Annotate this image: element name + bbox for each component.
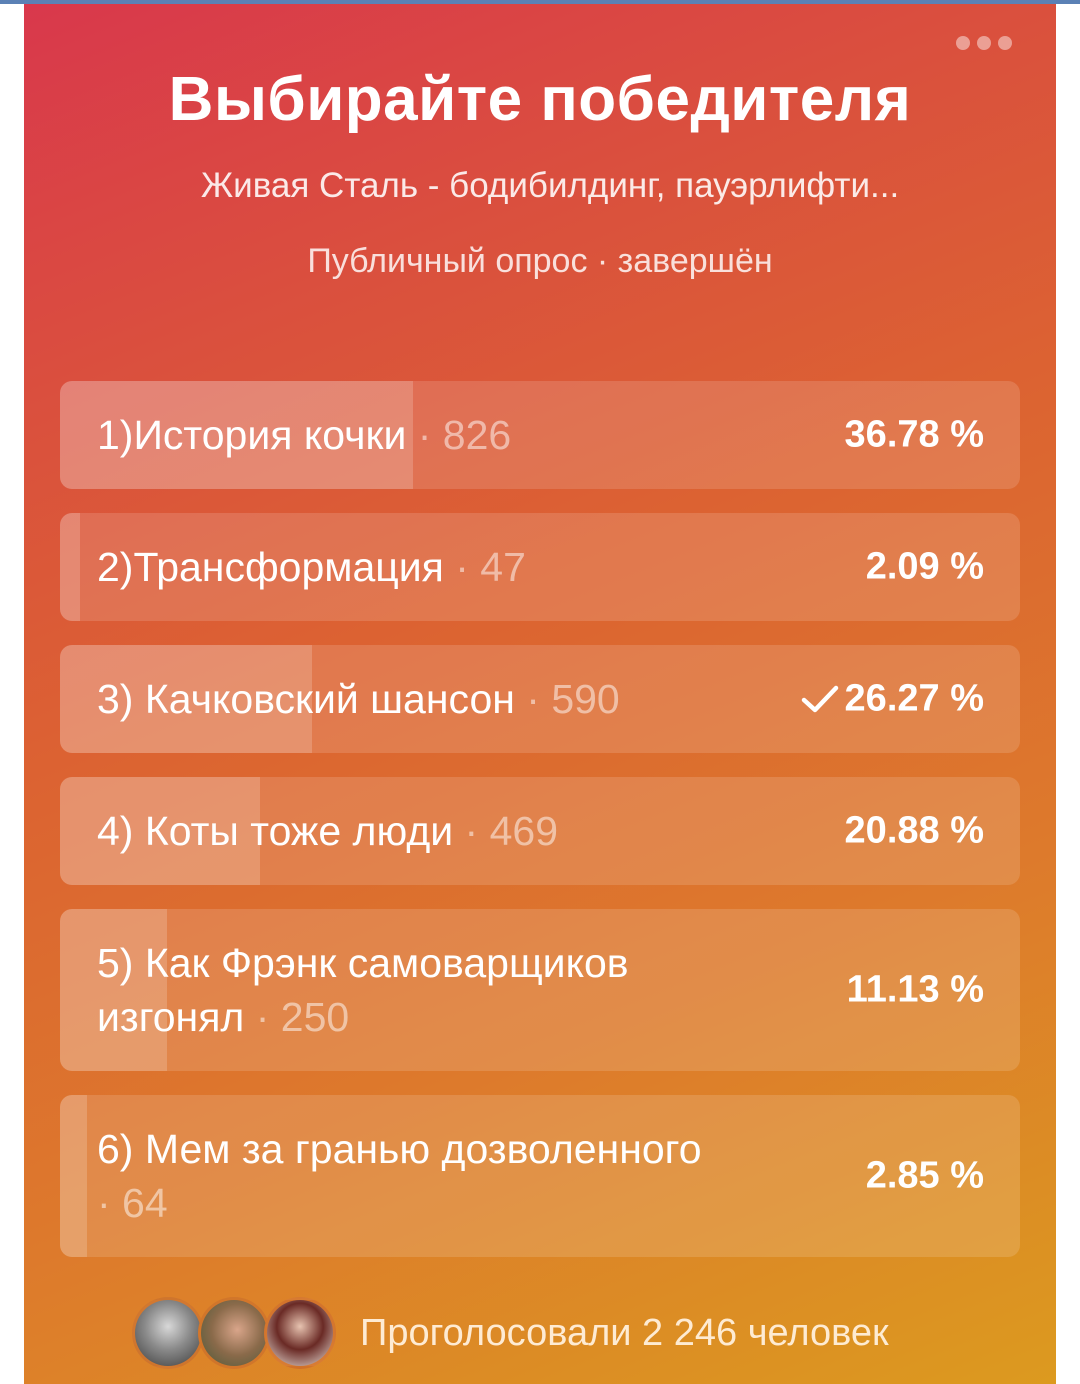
- more-dots-icon: [956, 36, 970, 50]
- option-label: 1)История кочки · 826: [97, 412, 512, 458]
- result-bar: [60, 909, 167, 1071]
- option-label: 6) Мем за гранью дозволенного · 64: [97, 1126, 702, 1226]
- result-bar: [60, 381, 414, 489]
- option-vote-count: · 47: [443, 544, 526, 590]
- votes-total[interactable]: Проголосовали 2 246 человек: [360, 1311, 889, 1354]
- option-percent: 36.78 %: [844, 413, 984, 456]
- option-label: 2)Трансформация · 47: [97, 544, 526, 590]
- option-percent: 26.27 %: [844, 677, 984, 720]
- result-bar: [60, 1095, 88, 1257]
- option-label: 3) Качковский шансон · 590: [97, 676, 620, 722]
- option-vote-count: · 64: [97, 1180, 168, 1226]
- option-vote-count: · 826: [406, 412, 512, 458]
- option-percent: 11.13 %: [846, 968, 984, 1011]
- poll-option-6[interactable]: 6) Мем за гранью дозволенного · 64 2.85 …: [60, 1095, 1020, 1257]
- poll-option-3[interactable]: 3) Качковский шансон · 590 26.27 %: [60, 645, 1020, 753]
- option-label: 4) Коты тоже люди · 469: [97, 808, 558, 854]
- more-dots-icon: [998, 36, 1012, 50]
- option-percent: 2.85 %: [865, 1154, 984, 1197]
- poll-author-link[interactable]: Живая Сталь - бодибилдинг, пауэрлифти...: [200, 166, 900, 205]
- result-bar: [60, 513, 81, 621]
- option-percent: 20.88 %: [844, 809, 984, 852]
- option-vote-count: · 590: [514, 676, 620, 722]
- result-bar: [60, 645, 313, 753]
- poll-status: Публичный опрос · завершён: [307, 242, 773, 280]
- poll-option-5[interactable]: 5) Как Фрэнк самоварщиков изгонял · 250 …: [60, 909, 1020, 1071]
- option-vote-count: · 469: [453, 808, 558, 854]
- poll-card: Выбирайте победителя Живая Сталь - бодиб…: [24, 4, 1056, 1384]
- checkmark-icon: [801, 685, 839, 713]
- voters-footer[interactable]: Проголосовали 2 246 человек: [132, 1296, 889, 1370]
- poll-option-4[interactable]: 4) Коты тоже люди · 469 20.88 %: [60, 777, 1020, 885]
- option-vote-count: · 250: [244, 994, 350, 1040]
- more-dots-icon: [977, 36, 991, 50]
- avatar: [198, 1297, 270, 1369]
- voter-avatars[interactable]: [132, 1297, 336, 1369]
- poll-options-list: 1)История кочки · 826 36.78 % 2)Трансфор…: [60, 381, 1020, 1281]
- poll-option-2[interactable]: 2)Трансформация · 47 2.09 %: [60, 513, 1020, 621]
- option-percent: 2.09 %: [865, 545, 984, 588]
- avatar: [264, 1297, 336, 1369]
- poll-option-1[interactable]: 1)История кочки · 826 36.78 %: [60, 381, 1020, 489]
- poll-title: Выбирайте победителя: [168, 65, 912, 134]
- more-options-button[interactable]: [956, 36, 1012, 50]
- result-bar: [60, 777, 261, 885]
- top-strip: [0, 0, 1080, 4]
- avatar: [132, 1297, 204, 1369]
- option-label: 5) Как Фрэнк самоварщиков изгонял · 250: [97, 940, 629, 1040]
